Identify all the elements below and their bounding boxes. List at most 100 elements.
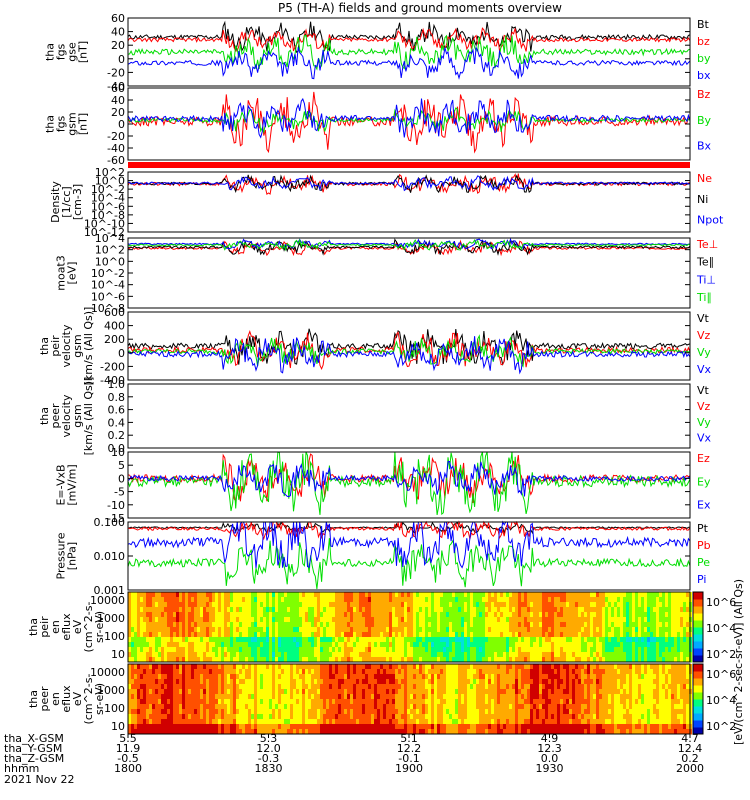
heatmap-cell — [200, 694, 203, 700]
heatmap-cell — [536, 637, 539, 643]
heatmap-cell — [278, 714, 281, 720]
heatmap-cell — [302, 714, 305, 720]
heatmap-cell — [278, 699, 281, 705]
heatmap-cell — [260, 704, 263, 710]
heatmap-cell — [551, 652, 554, 658]
heatmap-cell — [128, 652, 131, 658]
heatmap-cell — [380, 724, 383, 730]
heatmap-cell — [278, 704, 281, 710]
ytick-label: 10^0 — [95, 175, 125, 188]
heatmap-cell — [239, 679, 242, 685]
heatmap-cell — [215, 637, 218, 643]
heatmap-cell — [626, 617, 629, 623]
heatmap-cell — [491, 689, 494, 695]
heatmap-cell — [326, 664, 329, 670]
heatmap-cell — [317, 617, 320, 623]
heatmap-cell — [305, 674, 308, 680]
heatmap-cell — [500, 637, 503, 643]
heatmap-cell — [464, 627, 467, 633]
heatmap-cell — [236, 597, 239, 603]
heatmap-cell — [488, 694, 491, 700]
heatmap-cell — [263, 652, 266, 658]
heatmap-cell — [635, 607, 638, 613]
heatmap-cell — [641, 642, 644, 648]
heatmap-cell — [485, 669, 488, 675]
heatmap-cell — [218, 724, 221, 730]
heatmap-cell — [266, 617, 269, 623]
heatmap-cell — [593, 607, 596, 613]
heatmap-cell — [593, 642, 596, 648]
heatmap-cell — [566, 632, 569, 638]
heatmap-cell — [674, 597, 677, 603]
heatmap-cell — [242, 679, 245, 685]
heatmap-cell — [494, 642, 497, 648]
heatmap-cell — [239, 617, 242, 623]
heatmap-cell — [584, 657, 587, 663]
heatmap-cell — [563, 714, 566, 720]
heatmap-cell — [368, 592, 371, 598]
heatmap-cell — [458, 637, 461, 643]
heatmap-cell — [314, 622, 317, 628]
heatmap-cell — [515, 652, 518, 658]
heatmap-cell — [572, 684, 575, 690]
heatmap-cell — [386, 694, 389, 700]
heatmap-cell — [569, 679, 572, 685]
heatmap-cell — [338, 719, 341, 725]
heatmap-cell — [383, 652, 386, 658]
heatmap-cell — [389, 669, 392, 675]
heatmap-cell — [557, 704, 560, 710]
heatmap-cell — [446, 724, 449, 730]
heatmap-cell — [311, 689, 314, 695]
heatmap-cell — [128, 637, 131, 643]
heatmap-cell — [656, 652, 659, 658]
heatmap-cell — [608, 632, 611, 638]
heatmap-cell — [365, 652, 368, 658]
heatmap-cell — [269, 617, 272, 623]
heatmap-cell — [512, 664, 515, 670]
heatmap-cell — [158, 719, 161, 725]
heatmap-cell — [380, 699, 383, 705]
heatmap-cell — [491, 709, 494, 715]
heatmap-cell — [551, 642, 554, 648]
heatmap-cell — [671, 607, 674, 613]
heatmap-cell — [299, 709, 302, 715]
heatmap-cell — [449, 709, 452, 715]
heatmap-cell — [551, 714, 554, 720]
heatmap-cell — [185, 632, 188, 638]
heatmap-cell — [593, 597, 596, 603]
heatmap-cell — [248, 719, 251, 725]
heatmap-cell — [533, 617, 536, 623]
heatmap-cell — [548, 597, 551, 603]
heatmap-cell — [341, 637, 344, 643]
heatmap-cell — [266, 612, 269, 618]
heatmap-cell — [320, 602, 323, 608]
heatmap-cell — [227, 704, 230, 710]
heatmap-cell — [515, 674, 518, 680]
heatmap-cell — [488, 724, 491, 730]
heatmap-cell — [389, 704, 392, 710]
heatmap-cell — [287, 704, 290, 710]
heatmap-cell — [359, 679, 362, 685]
heatmap-cell — [407, 684, 410, 690]
heatmap-cell — [242, 622, 245, 628]
heatmap-cell — [596, 657, 599, 663]
heatmap-cell — [401, 664, 404, 670]
heatmap-cell — [428, 612, 431, 618]
heatmap-cell — [269, 719, 272, 725]
heatmap-cell — [683, 607, 686, 613]
heatmap-cell — [350, 674, 353, 680]
heatmap-cell — [290, 724, 293, 730]
heatmap-cell — [407, 647, 410, 653]
heatmap-cell — [527, 647, 530, 653]
heatmap-cell — [503, 719, 506, 725]
heatmap-cell — [680, 627, 683, 633]
heatmap-cell — [650, 592, 653, 598]
heatmap-cell — [152, 607, 155, 613]
heatmap-cell — [488, 652, 491, 658]
heatmap-cell — [299, 704, 302, 710]
heatmap-cell — [239, 602, 242, 608]
heatmap-cell — [566, 642, 569, 648]
heatmap-cell — [371, 642, 374, 648]
heatmap-cell — [323, 669, 326, 675]
heatmap-cell — [161, 699, 164, 705]
